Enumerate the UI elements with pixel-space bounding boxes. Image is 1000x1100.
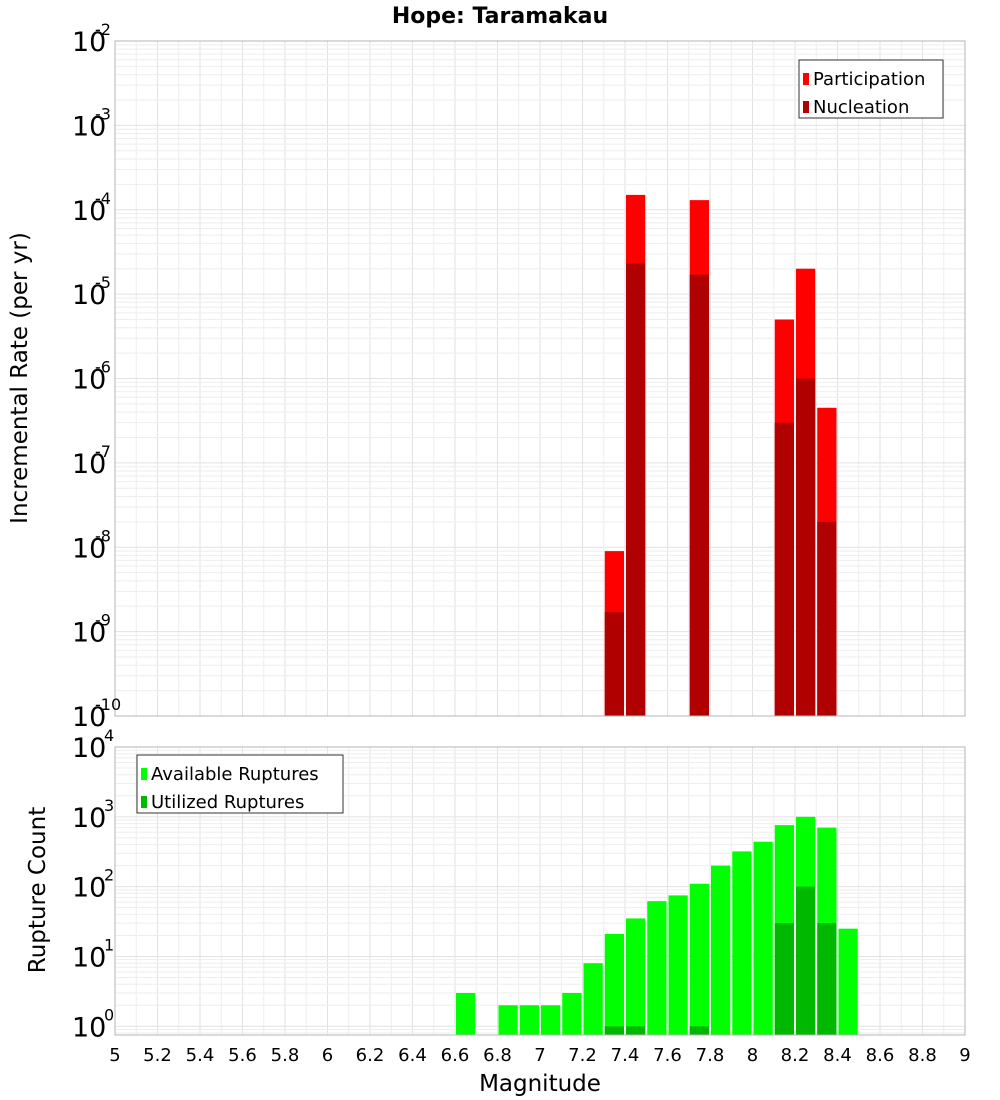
top-y-tick-label: 10 bbox=[72, 449, 106, 480]
bottom-legend-label: Utilized Ruptures bbox=[151, 792, 304, 813]
top-y-tick-exponent: -6 bbox=[95, 358, 111, 377]
top-legend-label: Participation bbox=[813, 69, 925, 90]
top-y-tick-label: 10 bbox=[72, 111, 106, 142]
top-y-tick-label: 10 bbox=[72, 196, 106, 227]
bottom-y-tick-label: 10 bbox=[72, 803, 106, 834]
top-legend bbox=[798, 59, 944, 119]
bottom-bar-available-ruptures bbox=[498, 1005, 518, 1035]
bottom-bar-utilized-ruptures bbox=[626, 1026, 646, 1035]
bottom-bar-utilized-ruptures bbox=[689, 1026, 709, 1035]
top-y-tick-label: 10 bbox=[72, 533, 106, 564]
bottom-y-tick-label: 10 bbox=[72, 733, 106, 764]
bottom-bar-available-ruptures bbox=[838, 928, 858, 1035]
top-y-tick-exponent: -5 bbox=[95, 273, 111, 292]
top-bar-nucleation bbox=[604, 612, 624, 716]
bottom-bar-utilized-ruptures bbox=[774, 923, 794, 1035]
top-y-tick-exponent: -4 bbox=[95, 189, 111, 208]
bottom-y-tick-label: 10 bbox=[72, 1012, 106, 1043]
top-bar-nucleation bbox=[774, 422, 794, 716]
bottom-plot-border bbox=[114, 746, 966, 1036]
top-y-tick-label: 10 bbox=[72, 27, 106, 58]
top-y-tick-label: 10 bbox=[72, 618, 106, 649]
bottom-legend-swatch bbox=[141, 796, 147, 808]
bottom-y-tick-exponent: 2 bbox=[104, 866, 114, 885]
x-axis-label: Magnitude bbox=[479, 1071, 601, 1097]
bottom-y-tick-label: 10 bbox=[72, 942, 106, 973]
bottom-legend bbox=[136, 754, 344, 814]
bottom-y-tick-exponent: 3 bbox=[104, 796, 114, 815]
x-tick-label: 6.8 bbox=[483, 1045, 512, 1066]
x-tick-label: 6.6 bbox=[441, 1045, 470, 1066]
x-tick-label: 5.6 bbox=[228, 1045, 257, 1066]
x-tick-label: 5.4 bbox=[186, 1045, 215, 1066]
x-tick-label: 7.6 bbox=[653, 1045, 682, 1066]
bottom-legend-swatch bbox=[141, 768, 147, 780]
x-tick-label: 8 bbox=[747, 1045, 758, 1066]
top-legend-swatch bbox=[803, 101, 809, 113]
bottom-legend-label: Available Ruptures bbox=[151, 764, 319, 785]
top-y-tick-exponent: -8 bbox=[95, 526, 111, 545]
top-y-tick-label: 10 bbox=[72, 365, 106, 396]
x-tick-label: 5.8 bbox=[271, 1045, 300, 1066]
bottom-bar-available-ruptures bbox=[753, 841, 773, 1035]
bottom-y-tick-exponent: 4 bbox=[104, 726, 114, 745]
top-y-tick-label: 10 bbox=[72, 280, 106, 311]
x-tick-label: 6.4 bbox=[398, 1045, 427, 1066]
x-tick-label: 8.2 bbox=[781, 1045, 810, 1066]
bottom-bar-available-ruptures bbox=[541, 1005, 561, 1035]
x-tick-label: 7.4 bbox=[611, 1045, 640, 1066]
bottom-bar-available-ruptures bbox=[647, 901, 667, 1035]
top-y-tick-exponent: -7 bbox=[95, 442, 111, 461]
bottom-bar-utilized-ruptures bbox=[817, 923, 837, 1035]
x-tick-label: 6.2 bbox=[356, 1045, 385, 1066]
bottom-y-tick-exponent: 1 bbox=[104, 935, 114, 954]
x-tick-label: 8.8 bbox=[908, 1045, 937, 1066]
chart-title: Hope: Taramakau bbox=[392, 4, 608, 29]
bottom-bar-utilized-ruptures bbox=[796, 886, 816, 1035]
bottom-bar-available-ruptures bbox=[626, 918, 646, 1035]
bottom-bar-utilized-ruptures bbox=[604, 1026, 624, 1035]
top-plot-border bbox=[114, 40, 966, 717]
bottom-y-axis-label: Rupture Count bbox=[25, 807, 51, 973]
x-tick-label: 7.2 bbox=[568, 1045, 597, 1066]
bottom-bar-available-ruptures bbox=[562, 992, 582, 1035]
bottom-y-tick-exponent: 0 bbox=[104, 1005, 114, 1024]
top-y-tick-exponent: -2 bbox=[95, 20, 111, 39]
top-y-tick-exponent: -9 bbox=[95, 611, 111, 630]
bottom-bar-available-ruptures bbox=[732, 851, 752, 1035]
x-tick-label: 9 bbox=[959, 1045, 970, 1066]
top-legend-swatch bbox=[803, 73, 809, 85]
top-bar-nucleation bbox=[689, 274, 709, 716]
x-tick-label: 7 bbox=[534, 1045, 545, 1066]
x-tick-label: 8.4 bbox=[823, 1045, 852, 1066]
bottom-bar-available-ruptures bbox=[456, 992, 476, 1035]
top-bar-nucleation bbox=[817, 521, 837, 716]
top-legend-label: Nucleation bbox=[813, 97, 909, 118]
bottom-bar-available-ruptures bbox=[604, 933, 624, 1035]
x-tick-label: 8.6 bbox=[866, 1045, 895, 1066]
top-bar-nucleation bbox=[796, 378, 816, 716]
top-y-axis-label: Incremental Rate (per yr) bbox=[7, 232, 33, 524]
bottom-bar-available-ruptures bbox=[668, 895, 688, 1035]
bottom-bar-available-ruptures bbox=[583, 963, 603, 1035]
top-y-tick-exponent: -3 bbox=[95, 104, 111, 123]
top-plot-area: 10-1010-910-810-710-610-510-410-310-2Par… bbox=[72, 20, 966, 733]
bottom-y-tick-label: 10 bbox=[72, 873, 106, 904]
x-tick-label: 6 bbox=[322, 1045, 333, 1066]
top-y-tick-label: 10 bbox=[72, 702, 106, 733]
bottom-bar-available-ruptures bbox=[519, 1005, 539, 1035]
x-tick-label: 7.8 bbox=[696, 1045, 725, 1066]
bottom-bar-available-ruptures bbox=[689, 883, 709, 1035]
top-bar-nucleation bbox=[626, 263, 646, 716]
top-y-tick-exponent: -10 bbox=[95, 695, 121, 714]
x-tick-label: 5.2 bbox=[143, 1045, 172, 1066]
bottom-bar-available-ruptures bbox=[711, 865, 731, 1035]
x-tick-label: 5 bbox=[109, 1045, 120, 1066]
